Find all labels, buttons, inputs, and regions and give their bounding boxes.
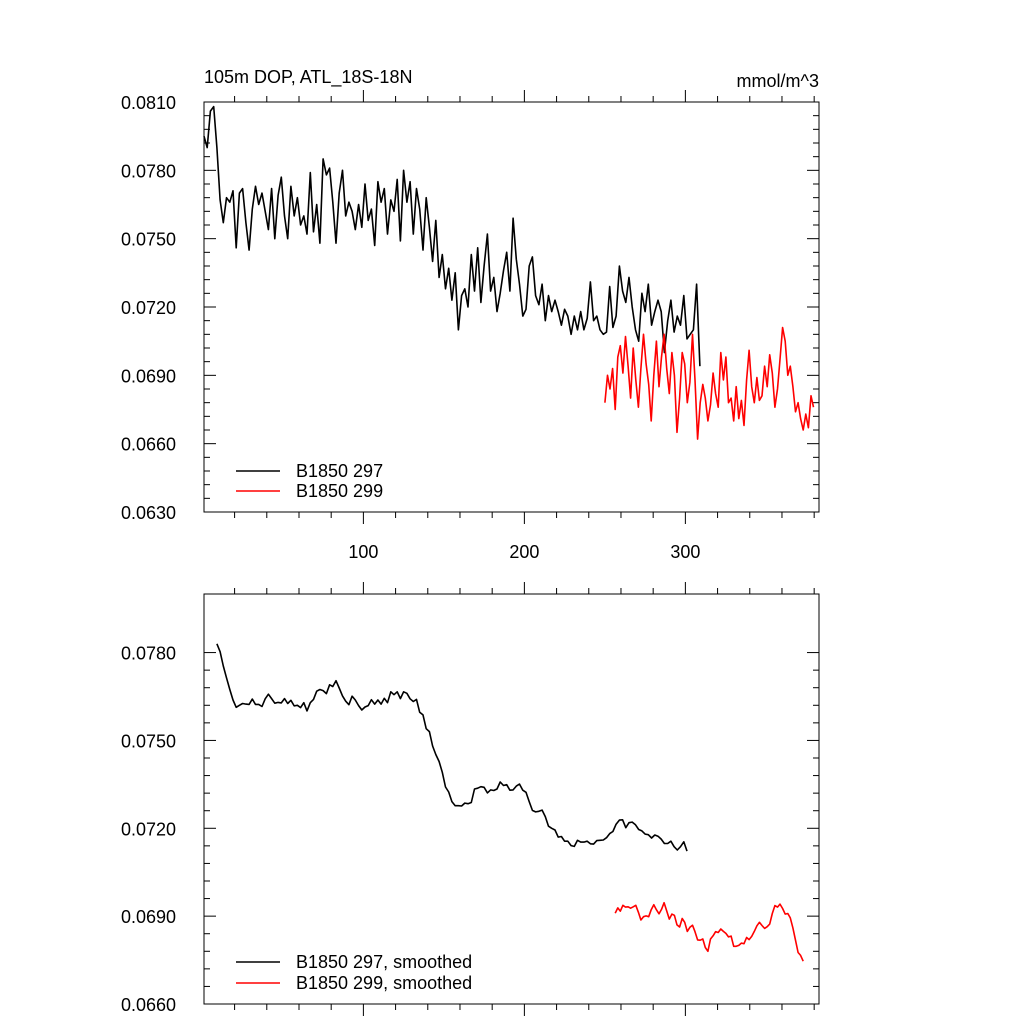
bottom-series [216, 643, 804, 962]
series-line-1 [203, 105, 701, 367]
legend-label-2: B1850 299 [296, 481, 383, 501]
top-ticks: 0.0630 0.0660 0.0690 0.0720 0.0750 0.0780 0.08… [121, 90, 819, 562]
bottom-ticks: 0.0660 0.0690 0.0720 0.0750 0.0780 [121, 582, 819, 1016]
y-tick-label: 0.0660 [121, 995, 176, 1015]
y-tick-label: 0.0750 [121, 731, 176, 751]
y-tick-label: 0.0720 [121, 819, 176, 839]
x-tick-label: 100 [348, 542, 378, 562]
y-tick-label: 0.0690 [121, 907, 176, 927]
bottom-plot-frame [203, 593, 820, 1005]
y-tick-label: 0.0810 [121, 93, 176, 113]
legend-label-1: B1850 297, smoothed [296, 952, 472, 972]
y-tick-label: 0.0750 [121, 230, 176, 250]
top-plot-frame [203, 101, 820, 513]
legend-label-1: B1850 297 [296, 461, 383, 481]
top-series [203, 105, 815, 440]
series-line-2 [604, 326, 815, 440]
top-chart-units: mmol/m^3 [737, 71, 819, 91]
legend-label-2: B1850 299, smoothed [296, 973, 472, 993]
top-chart: 105m DOP, ATL_18S-18N mmol/m^3 0.06300.0… [121, 67, 820, 562]
y-tick-label: 0.0780 [121, 644, 176, 664]
y-tick-label: 0.0660 [121, 435, 176, 455]
y-tick-label: 0.0720 [121, 298, 176, 318]
series-line-2 [614, 901, 804, 962]
y-tick-label: 0.0630 [121, 503, 176, 523]
y-tick-label: 0.0690 [121, 366, 176, 386]
top-chart-title: 105m DOP, ATL_18S-18N [204, 67, 412, 88]
x-tick-label: 300 [670, 542, 700, 562]
x-tick-label: 200 [509, 542, 539, 562]
y-tick-label: 0.0780 [121, 161, 176, 181]
bottom-chart: 0.0660 0.0690 0.0720 0.0750 0.0780 B1850 297… [121, 582, 820, 1016]
series-line-1 [216, 643, 688, 852]
